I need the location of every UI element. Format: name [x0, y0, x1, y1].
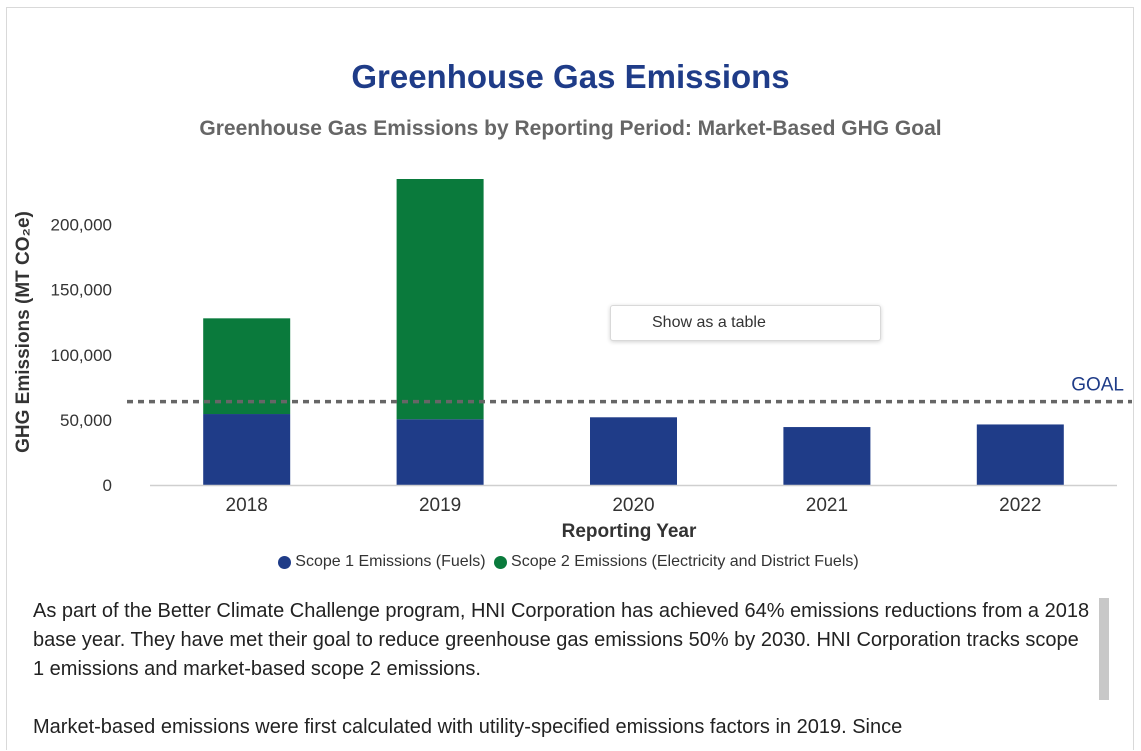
y-axis-title: GHG Emissions (MT CO₂e) [13, 211, 34, 453]
bar-2022-series-1[interactable] [976, 424, 1064, 485]
x-tick-label-2021: 2021 [806, 495, 848, 516]
legend-scope2-dot-icon [494, 555, 508, 569]
y-tick-label: 50,000 [60, 411, 112, 430]
text-scrollbar[interactable] [1099, 598, 1109, 700]
description-paragraph-1: As part of the Better Climate Challenge … [33, 600, 1090, 680]
bar-2018-series-2[interactable] [203, 318, 291, 415]
chart-subtitle: Greenhouse Gas Emissions by Reporting Pe… [199, 117, 942, 140]
bar-2019-series-2[interactable] [396, 179, 484, 420]
bar-2021-series-1[interactable] [783, 427, 871, 485]
bar-2019-series-1[interactable] [396, 419, 484, 485]
legend: Scope 1 Emissions (Fuels) Scope 2 Emissi… [0, 553, 1141, 574]
bar-2018-series-1[interactable] [203, 414, 291, 485]
x-tick-label-2022: 2022 [999, 495, 1041, 516]
legend-scope1-dot-icon [278, 555, 292, 569]
x-tick-label-2019: 2019 [419, 495, 461, 516]
legend-item-scope2[interactable]: Scope 2 Emissions (Electricity and Distr… [494, 553, 859, 571]
bars-layer [203, 179, 1064, 485]
y-tick-label: 100,000 [51, 346, 112, 365]
chart-title: Greenhouse Gas Emissions [351, 58, 790, 95]
y-axis-ticks: 0 50,000 100,000 150,000 200,000 [51, 216, 112, 495]
x-tick-label-2020: 2020 [612, 495, 654, 516]
show-as-table-button[interactable]: Show as a table [610, 305, 881, 341]
legend-scope1-label: Scope 1 Emissions (Fuels) [295, 553, 486, 570]
description-paragraph-2: Market-based emissions were first calcul… [33, 716, 903, 738]
legend-scope2-label: Scope 2 Emissions (Electricity and Distr… [511, 553, 859, 570]
x-tick-label-2018: 2018 [226, 495, 268, 516]
legend-item-scope1[interactable]: Scope 1 Emissions (Fuels) [278, 553, 486, 571]
bar-2020-series-1[interactable] [590, 417, 677, 485]
goal-label: GOAL [1071, 375, 1124, 396]
x-axis-title: Reporting Year [562, 521, 697, 542]
chart-panel [6, 7, 1134, 750]
x-axis-ticks: 2018 2019 2020 2021 2022 [226, 495, 1042, 516]
y-tick-label: 150,000 [51, 281, 112, 300]
y-tick-label: 0 [103, 476, 112, 495]
y-tick-label: 200,000 [51, 216, 112, 235]
